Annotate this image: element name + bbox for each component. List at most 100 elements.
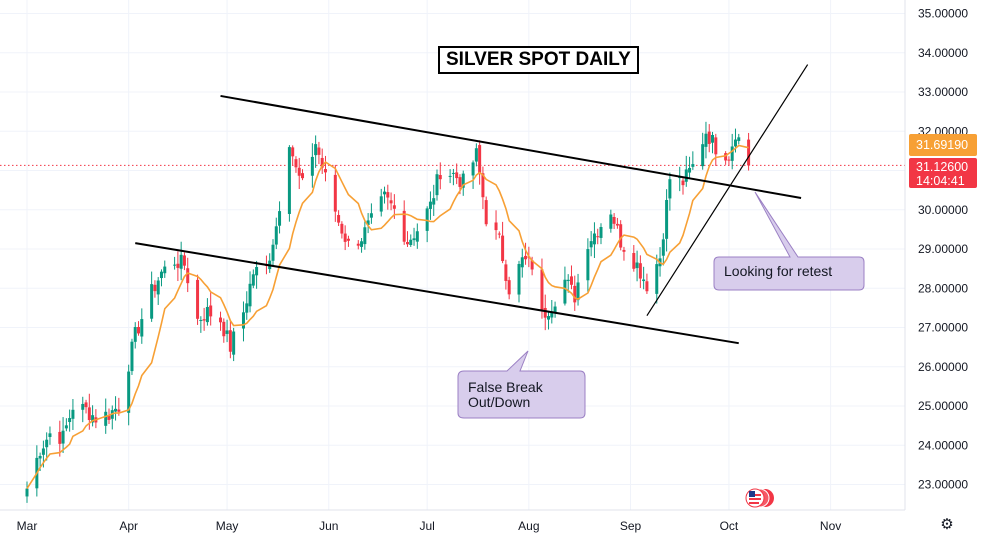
candle-body [714,137,718,155]
candle-body [481,173,485,198]
x-tick-label: Mar [17,519,38,533]
candle-body [530,260,534,270]
annotation-false-break: False Break Out/Down [468,380,543,410]
candle-body [58,431,62,444]
x-tick-label: Oct [720,519,739,533]
candle-body [612,216,616,224]
annotation-line: Looking for retest [724,263,833,279]
candle-body [730,146,734,161]
candle-body [87,407,91,421]
candle-body [41,448,45,455]
candle-body [701,144,705,167]
candle-body [107,415,111,420]
y-tick-label: 23.00000 [918,478,968,492]
candle-body [733,139,737,147]
candle-body [104,411,108,426]
lower-channel-trendline[interactable] [135,242,739,345]
y-tick-label: 28.00000 [918,281,968,295]
candle-body [688,167,692,173]
candle-body [402,210,406,242]
candle-body [494,222,498,231]
candle-body [638,263,642,279]
candle-body [642,279,646,282]
callouts [457,191,865,419]
upper-channel-trendline[interactable] [220,94,802,199]
candle-body [655,264,659,294]
candle-body [219,317,223,323]
x-tick-label: Nov [820,519,841,533]
candle-body [255,266,259,276]
candle-body [711,134,715,143]
candle-body [199,320,203,322]
candle-body [140,319,144,337]
candle-body [455,172,459,179]
candle-body [569,276,573,285]
annotation-retest: Looking for retest [724,264,832,279]
candle-body [691,164,695,167]
candle-body [248,283,252,307]
candle-body [179,254,183,269]
false-break-callout[interactable] [457,350,586,419]
candle-body [668,179,672,199]
candle-body [320,157,324,168]
moving-average-line [26,144,749,490]
candle-body [586,249,590,281]
candle-body [91,415,95,423]
candle-body [596,236,600,238]
candle-body [435,174,439,196]
candle-body [363,227,367,245]
candle-body [232,331,236,355]
candle-body [478,145,482,175]
candle-body [622,249,626,252]
candle-body [684,169,688,182]
candle-body [727,159,731,161]
candle-body [609,214,613,229]
candle-body [550,311,554,318]
candle-body [153,284,157,292]
candle-body [301,173,305,179]
candle-body [553,306,557,313]
chart-title: SILVER SPOT DAILY [438,46,639,74]
candle-body [461,173,465,188]
candle-body [241,312,245,329]
retest-callout[interactable] [713,191,865,291]
candle-body [333,174,337,212]
candle-body [173,264,177,266]
candle-body [294,159,298,168]
candle-body [592,233,596,245]
candle-body [615,223,619,226]
settings-gear-icon[interactable]: ⚙ [940,516,954,533]
candle-body [547,316,551,320]
candle-body [704,133,708,147]
ma-price-label: 31.69190 [909,134,977,156]
candle-body [356,243,360,246]
candle-body [337,215,341,223]
candle-body [566,279,570,282]
candle-body [159,271,163,279]
candle-body [369,213,373,218]
candle-body [737,137,741,142]
candle-body [497,233,501,235]
candle-body [707,131,711,144]
candle-body [310,156,314,176]
candle-body [661,239,665,256]
candle-body [451,172,455,174]
candle-body [405,242,409,245]
candle-body [747,139,751,166]
candle-body [81,403,85,410]
flag-icon[interactable] [745,488,774,508]
rising-support-trendline[interactable] [646,64,809,317]
candle-body [438,175,442,180]
candle-body [186,268,190,284]
x-tick-label: Sep [620,519,642,533]
countdown-timer: 14:04:41 [916,174,965,188]
candle-body [432,198,436,205]
candle-body [84,402,88,408]
candle-body [474,148,478,162]
x-tick-label: Aug [518,519,539,533]
candle-body [425,208,429,231]
candle-body [176,263,180,268]
candle-body [383,191,387,195]
candle-body [448,175,452,177]
